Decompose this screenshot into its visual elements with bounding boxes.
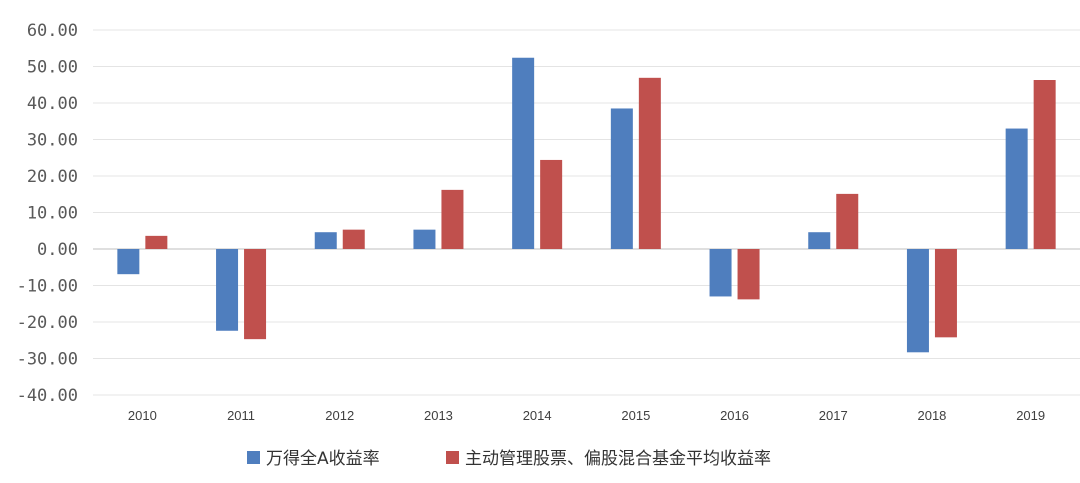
legend-swatch-active-fund: [446, 451, 459, 464]
x-tick-label: 2017: [819, 408, 848, 423]
x-tick-label: 2016: [720, 408, 749, 423]
y-tick-label: 50.00: [27, 58, 78, 78]
y-tick-label: 0.00: [37, 240, 78, 260]
y-axis: 60.00 50.00 40.00 30.00 20.00 10.00 0.00 -10.00…: [17, 21, 78, 406]
bar-active-fund-2010: [145, 235, 168, 249]
y-tick-label: 40.00: [27, 94, 78, 114]
x-tick-label: 2019: [1016, 408, 1045, 423]
bar-wind-a-2016: [709, 249, 732, 297]
bar-active-fund-2012: [342, 229, 365, 249]
bar-active-fund-2016: [737, 249, 760, 300]
bar-wind-a-2019: [1005, 128, 1028, 249]
bar-active-fund-2013: [441, 189, 464, 249]
bar-active-fund-2011: [244, 249, 267, 340]
x-tick-label: 2012: [325, 408, 354, 423]
x-tick-label: 2010: [128, 408, 157, 423]
legend: 万得全A收益率 主动管理股票、偏股混合基金平均收益率: [247, 449, 771, 469]
bar-active-fund-2019: [1033, 80, 1056, 249]
bars: [117, 57, 1056, 353]
bar-wind-a-2015: [610, 108, 633, 249]
legend-swatch-wind-a: [247, 451, 260, 464]
bar-wind-a-2010: [117, 249, 140, 275]
y-tick-label: -30.00: [17, 350, 78, 370]
x-tick-label: 2014: [523, 408, 552, 423]
bar-active-fund-2017: [836, 193, 859, 249]
y-tick-label: -40.00: [17, 386, 78, 406]
y-tick-label: 30.00: [27, 131, 78, 151]
x-tick-label: 2013: [424, 408, 453, 423]
bar-active-fund-2014: [540, 159, 563, 249]
x-axis: 2010 2011 2012 2013 2014 2015 2016 2017 2018 2019: [128, 408, 1045, 423]
x-tick-label: 2018: [917, 408, 946, 423]
bar-wind-a-2013: [413, 229, 436, 249]
bar-wind-a-2017: [808, 232, 831, 249]
legend-label-wind-a: 万得全A收益率: [266, 449, 380, 469]
bar-wind-a-2012: [314, 232, 337, 249]
x-tick-label: 2011: [227, 408, 255, 423]
legend-label-active-fund: 主动管理股票、偏股混合基金平均收益率: [465, 449, 771, 469]
gridlines: [93, 29, 1080, 396]
y-tick-label: -10.00: [17, 277, 78, 297]
bar-active-fund-2015: [638, 77, 661, 249]
y-tick-label: 60.00: [27, 21, 78, 41]
y-tick-label: 20.00: [27, 167, 78, 187]
y-tick-label: 10.00: [27, 204, 78, 224]
x-tick-label: 2015: [621, 408, 650, 423]
bar-active-fund-2018: [934, 249, 957, 338]
bar-wind-a-2011: [216, 249, 239, 331]
bar-wind-a-2018: [906, 249, 929, 353]
y-tick-label: -20.00: [17, 313, 78, 333]
bar-wind-a-2014: [512, 57, 535, 249]
